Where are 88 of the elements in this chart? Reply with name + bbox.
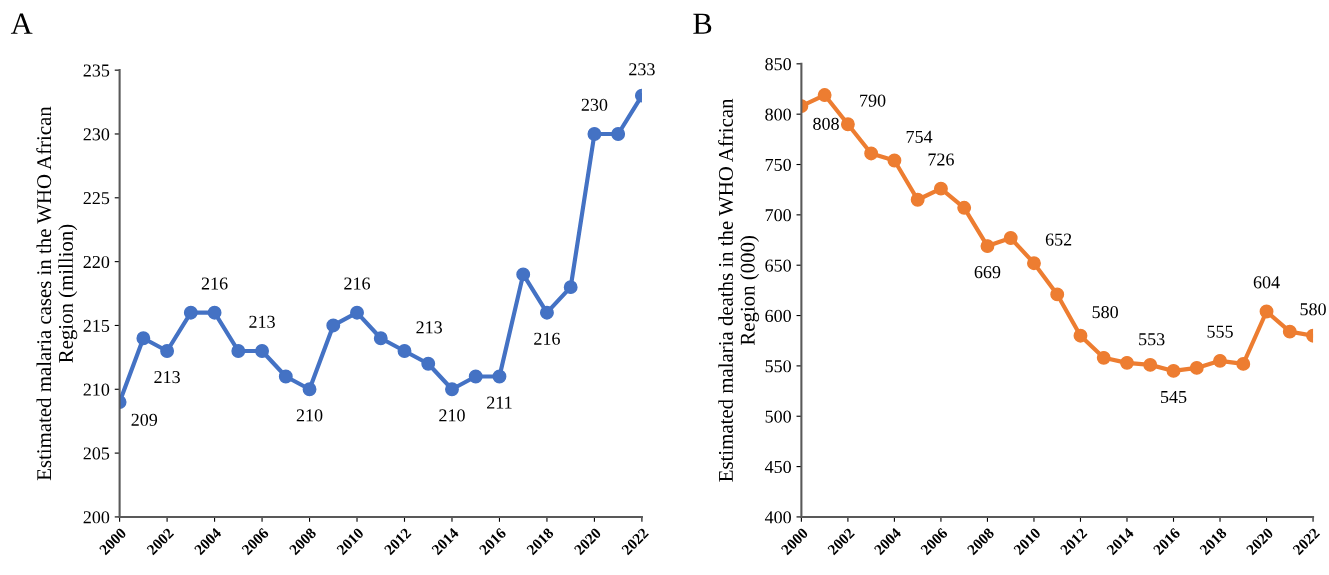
y-tick-label: 400 [764,511,791,524]
data-label: 216 [344,277,371,290]
point [539,305,554,320]
point [516,267,531,282]
y-tick-label: 215 [83,319,110,332]
data-label: 233 [629,63,655,76]
point [136,331,151,346]
y-tick-label: 220 [83,255,110,269]
y-tick-label: 500 [765,410,791,423]
point [910,192,925,207]
point [980,239,995,254]
data-label: 726 [928,153,954,166]
point [1282,324,1297,339]
y-tick-label: 550 [765,360,791,373]
point [1027,256,1041,271]
point [255,344,269,358]
data-label: 211 [487,396,512,409]
data-label: 808 [813,117,839,130]
data-label: 213 [154,371,180,384]
y-tick-label: 750 [765,158,791,171]
y-tick-label: 210 [83,383,110,396]
data-label: 216 [201,277,228,290]
data-label: 652 [1045,233,1072,246]
point [1143,357,1158,372]
point [864,146,879,161]
data-label: 213 [416,321,442,334]
point [231,344,246,358]
data-label: 545 [1161,391,1187,404]
point [840,117,855,132]
point [183,305,198,320]
point [397,344,412,358]
y-tick-label: 700 [765,209,791,222]
point [445,382,459,397]
point [1003,231,1018,245]
y-tick-label: 850 [765,58,791,71]
data-label: 553 [1139,333,1165,346]
y-axis-title: Estimated malaria deaths in the WHO African Region (000) [718,98,760,482]
point [1120,355,1134,370]
point [1259,304,1274,319]
point [957,200,972,215]
chart-title: A [10,13,33,34]
data-label: 213 [249,315,275,328]
y-axis-title: Estimated malaria cases in the WHO African Region (million) [36,106,78,481]
point [1189,360,1204,375]
data-label: 230 [581,98,608,111]
point [373,331,388,346]
point [1166,363,1181,378]
point [1050,287,1065,302]
point [817,88,832,102]
point [611,127,626,141]
chart-title: B [693,13,712,34]
data-label: 210 [439,409,465,422]
point [887,153,902,168]
point [326,318,341,333]
data-label: 580 [1092,305,1118,319]
data-label: 209 [131,413,158,426]
data-label: 580 [1300,303,1326,316]
data-label: 754 [906,130,933,143]
y-tick-label: 450 [764,460,791,474]
data-label: 604 [1253,276,1280,289]
point [587,127,602,141]
y-tick-label: 205 [83,447,110,460]
point [1213,353,1227,368]
point [350,305,364,320]
y-tick-label: 800 [765,108,791,121]
point [1073,328,1088,343]
point [302,382,317,397]
y-tick-label: 650 [765,259,791,272]
y-tick-label: 225 [83,192,110,205]
y-tick-label: 200 [83,511,110,524]
point [933,181,948,196]
data-label: 669 [974,266,1001,279]
point [1236,356,1251,371]
point [278,369,293,384]
point [492,369,507,384]
data-label: 210 [296,409,323,422]
y-tick-label: 235 [83,64,110,77]
point [421,356,436,371]
point [160,344,175,358]
point [468,369,483,384]
y-tick-label: 230 [83,128,110,141]
data-label: 555 [1207,325,1233,338]
data-label: 790 [860,94,886,107]
point [1096,350,1111,365]
y-tick-label: 600 [765,309,791,322]
point [207,305,222,320]
point [563,280,578,295]
data-label: 216 [534,332,560,345]
